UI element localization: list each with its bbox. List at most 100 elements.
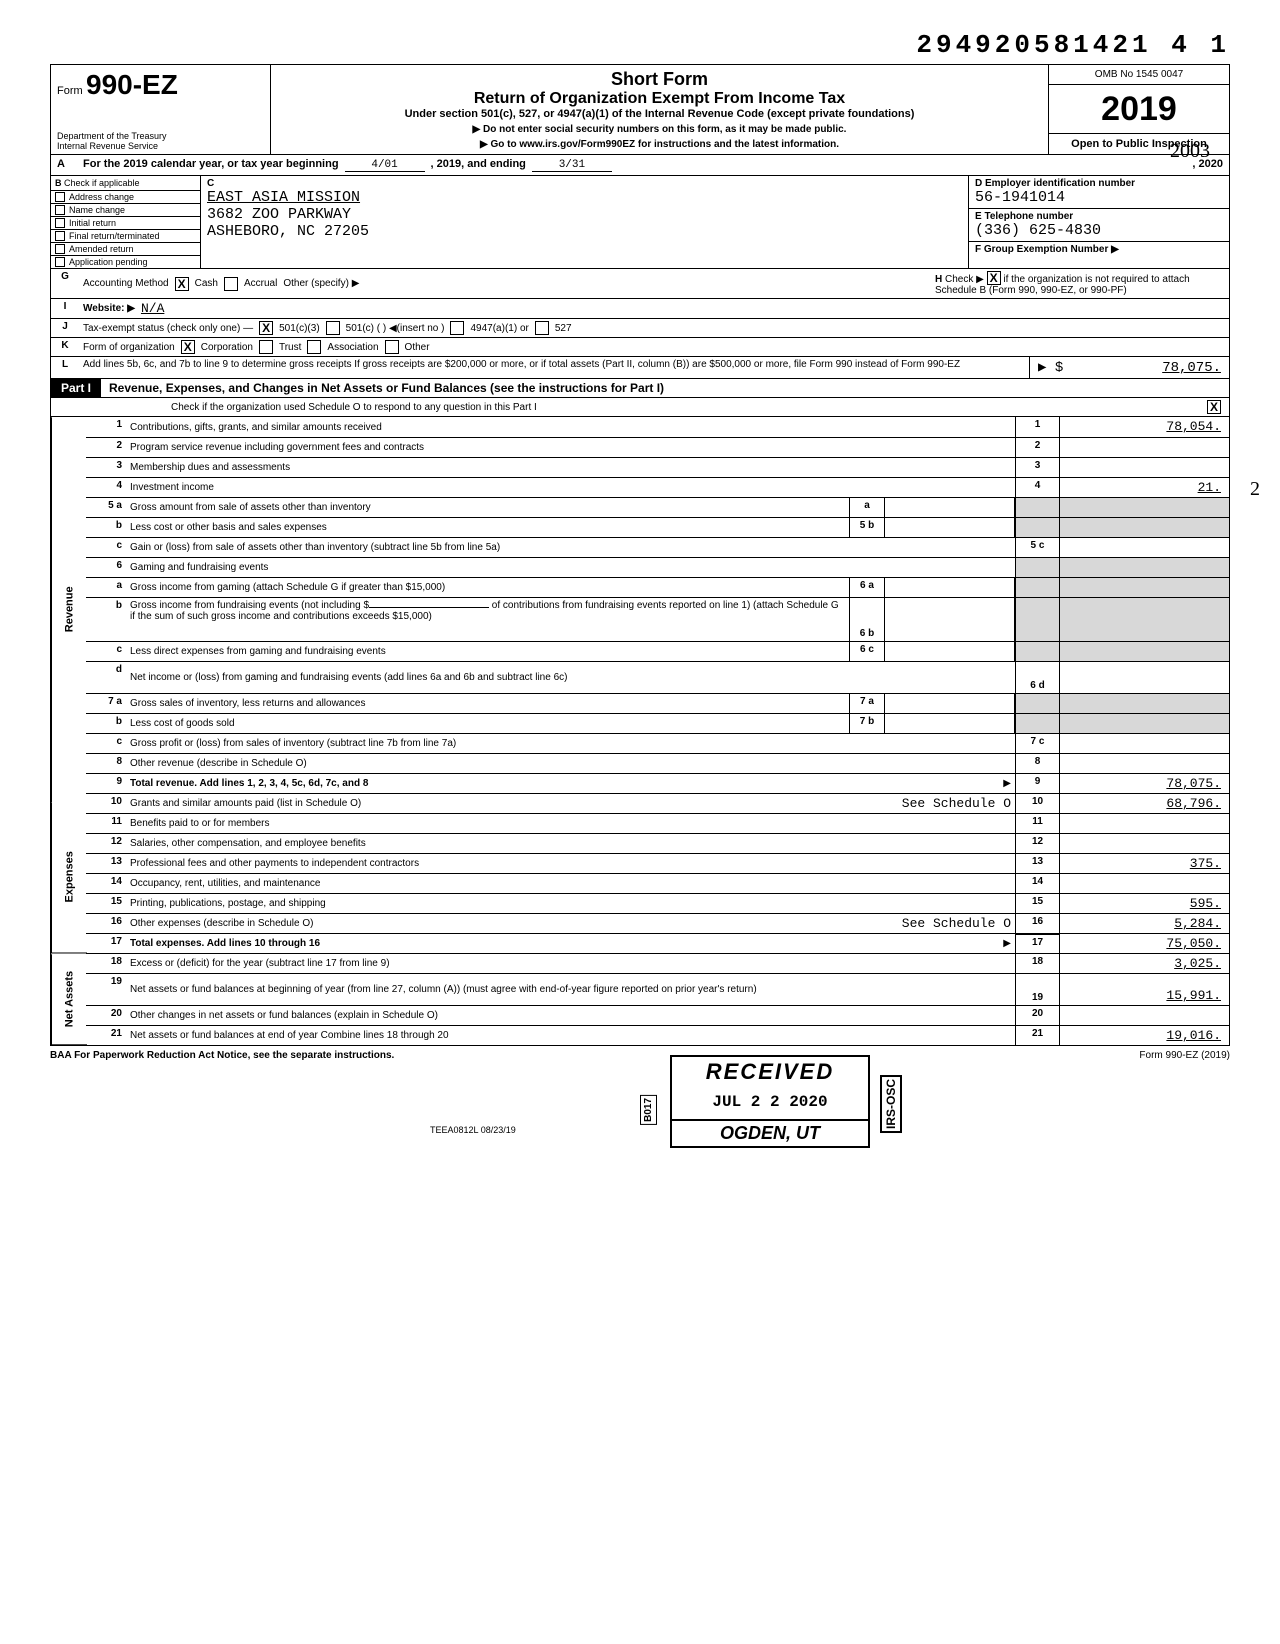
mn-6a: 6 a	[849, 578, 885, 597]
chk-corp[interactable]: X	[181, 340, 195, 354]
bn-5c: 5 c	[1015, 538, 1059, 557]
amt-1: 78,054.	[1059, 417, 1229, 437]
amt-17: 75,050.	[1059, 934, 1229, 953]
bn-10: 10	[1015, 794, 1059, 813]
chk-accrual[interactable]	[224, 277, 238, 291]
l-text: Add lines 5b, 6c, and 7b to line 9 to de…	[79, 357, 1029, 378]
bn-6a	[1015, 578, 1059, 597]
opt-corp: Corporation	[201, 342, 253, 353]
chk-501c[interactable]	[326, 321, 340, 335]
amt-6c	[1059, 642, 1229, 661]
d-6c: Less direct expenses from gaming and fun…	[126, 642, 849, 661]
omb-number: OMB No 1545 0047	[1049, 65, 1229, 85]
row-l: L Add lines 5b, 6c, and 7b to line 9 to …	[50, 357, 1230, 379]
ein: 56-1941014	[975, 189, 1223, 206]
opt-527: 527	[555, 323, 572, 334]
part1-title: Revenue, Expenses, and Changes in Net As…	[101, 379, 1229, 397]
amt-16: 5,284.	[1059, 914, 1229, 933]
i-text: Website: ▶	[83, 303, 135, 314]
row-a: A For the 2019 calendar year, or tax yea…	[50, 155, 1230, 176]
received-city: OGDEN, UT	[672, 1119, 868, 1144]
ma-5a	[885, 498, 1015, 517]
d-6b: Gross income from fundraising events (no…	[130, 600, 369, 611]
row-a-text: For the 2019 calendar year, or tax year …	[83, 158, 339, 170]
lbl-final-return: Final return/terminated	[69, 231, 160, 241]
amt-5c	[1059, 538, 1229, 557]
tax-year-begin: 4/01	[345, 159, 425, 172]
n-20: 20	[86, 1006, 126, 1025]
chk-address-change[interactable]	[55, 192, 65, 202]
i-label: I	[51, 299, 79, 318]
lbl-address-change: Address change	[69, 192, 134, 202]
bn-7c: 7 c	[1015, 734, 1059, 753]
top-barcode-number: 294920581421 4 1	[50, 30, 1230, 60]
chk-4947[interactable]	[450, 321, 464, 335]
telephone: (336) 625-4830	[975, 222, 1223, 239]
bn-15: 15	[1015, 894, 1059, 913]
tax-year: 2019	[1049, 85, 1229, 134]
ma-7b	[885, 714, 1015, 733]
chk-h[interactable]: X	[987, 271, 1001, 285]
chk-name-change[interactable]	[55, 205, 65, 215]
ma-5b	[885, 518, 1015, 537]
d-6d: Net income or (loss) from gaming and fun…	[126, 662, 1015, 693]
row-i: I Website: ▶ N/A	[50, 299, 1230, 319]
side-netassets: Net Assets	[51, 954, 87, 1045]
chk-schedule-o[interactable]: X	[1207, 400, 1221, 414]
chk-cash[interactable]: X	[175, 277, 189, 291]
amt-3	[1059, 458, 1229, 477]
amt-6b	[1059, 598, 1229, 641]
d-15: Printing, publications, postage, and shi…	[126, 894, 1015, 913]
n-4: 4	[86, 478, 126, 497]
d-17: Total expenses. Add lines 10 through 16	[130, 938, 320, 949]
bn-21: 21	[1015, 1026, 1059, 1045]
chk-amended[interactable]	[55, 244, 65, 254]
opt-accrual: Accrual	[244, 278, 277, 289]
d-19: Net assets or fund balances at beginning…	[126, 974, 1015, 1005]
part1-subcheck: Check if the organization used Schedule …	[50, 398, 1230, 417]
org-addr2: ASHEBORO, NC 27205	[207, 223, 962, 240]
l-arrow: ▶ $	[1038, 359, 1063, 376]
bn-7a	[1015, 694, 1059, 713]
n-14: 14	[86, 874, 126, 893]
part1-header: Part I Revenue, Expenses, and Changes in…	[50, 379, 1230, 398]
ma-6a	[885, 578, 1015, 597]
form-label: Form	[57, 85, 83, 97]
d-16: Other expenses (describe in Schedule O)	[130, 918, 313, 929]
d-label: D Employer identification number	[975, 178, 1223, 189]
ma-6b	[885, 598, 1015, 641]
short-form-title: Short Form	[279, 69, 1040, 90]
chk-assoc[interactable]	[307, 340, 321, 354]
lbl-name-change: Name change	[69, 205, 125, 215]
amt-21: 19,016.	[1059, 1026, 1229, 1045]
ma-6c	[885, 642, 1015, 661]
d-21: Net assets or fund balances at end of ye…	[126, 1026, 1015, 1045]
chk-trust[interactable]	[259, 340, 273, 354]
amt-7a	[1059, 694, 1229, 713]
ar-9: ▶	[1003, 778, 1011, 789]
amt-7b	[1059, 714, 1229, 733]
bn-20: 20	[1015, 1006, 1059, 1025]
amt-11	[1059, 814, 1229, 833]
chk-other-org[interactable]	[385, 340, 399, 354]
n-9: 9	[86, 774, 126, 793]
amt-15: 595.	[1059, 894, 1229, 913]
d-7b: Less cost of goods sold	[126, 714, 849, 733]
chk-527[interactable]	[535, 321, 549, 335]
n-12: 12	[86, 834, 126, 853]
return-title: Return of Organization Exempt From Incom…	[279, 90, 1040, 108]
amt-9: 78,075.	[1059, 774, 1229, 793]
bn-19: 19	[1015, 974, 1059, 1005]
d-13: Professional fees and other payments to …	[126, 854, 1015, 873]
chk-501c3[interactable]: X	[259, 321, 273, 335]
chk-initial-return[interactable]	[55, 218, 65, 228]
amt-4: 21.	[1059, 478, 1229, 497]
received-date: JUL 2 2 2020	[672, 1093, 868, 1111]
bn-14: 14	[1015, 874, 1059, 893]
chk-final-return[interactable]	[55, 231, 65, 241]
amt-5a	[1059, 498, 1229, 517]
d-14: Occupancy, rent, utilities, and maintena…	[126, 874, 1015, 893]
chk-app-pending[interactable]	[55, 257, 65, 267]
ssn-warning: ▶ Do not enter social security numbers o…	[279, 124, 1040, 135]
goto-url: ▶ Go to www.irs.gov/Form990EZ for instru…	[279, 139, 1040, 150]
